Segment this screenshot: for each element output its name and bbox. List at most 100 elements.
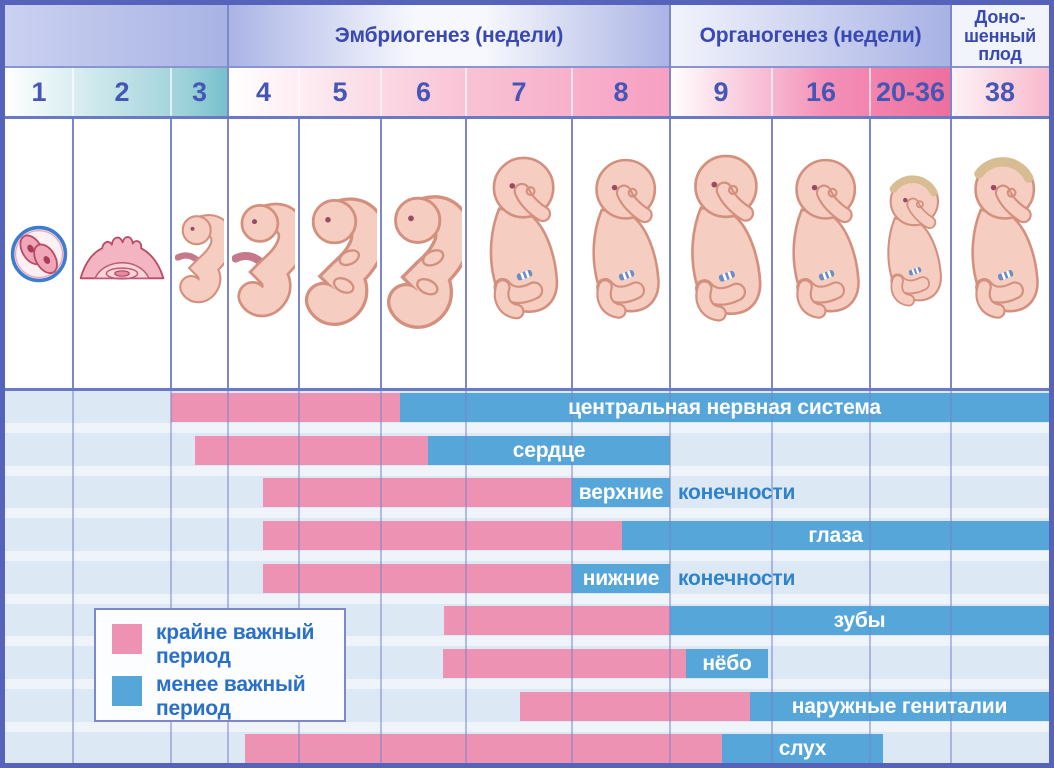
illustration-embryo_early-col-4 <box>229 119 298 388</box>
week-band-38 <box>951 68 1049 116</box>
legend-critical-label: крайне важный период <box>156 621 315 668</box>
less-important-period-bar-2 <box>572 478 670 507</box>
less-important-period-bar-6 <box>686 649 768 678</box>
bar-label-inside-2: верхние <box>578 481 664 504</box>
week-separator-7 <box>571 68 573 116</box>
column-line-pics-10 <box>869 119 871 388</box>
fetus-icon <box>489 156 559 320</box>
week-label-5: 5 <box>332 77 348 107</box>
legend-less-label: менее важный период <box>156 673 306 720</box>
illustration-fetus_hair-col-38 <box>952 119 1048 388</box>
column-line-bars-3 <box>227 391 229 763</box>
bar-label-0: центральная нервная система <box>568 396 881 419</box>
column-line-bars-6 <box>465 391 467 763</box>
legend-box: крайне важный период менее важный период <box>94 608 346 722</box>
row-separator-4 <box>5 594 1049 604</box>
bar-label-inside-4: нижние <box>582 567 660 590</box>
column-line-bars-9 <box>771 391 773 763</box>
week-band-9-36 <box>670 68 951 116</box>
week-label-2: 2 <box>114 77 130 107</box>
bar-label-3: глаза <box>808 524 863 547</box>
column-line-pics-9 <box>771 119 773 388</box>
less-important-period-bar-5 <box>670 606 1049 635</box>
week-separator-1 <box>72 68 74 116</box>
critical-period-bar-5 <box>444 606 670 635</box>
column-line-bars-11 <box>950 391 952 763</box>
column-line-header-8 <box>669 5 671 116</box>
column-line-bars-1 <box>72 391 74 763</box>
column-line-header-3 <box>227 5 229 116</box>
critical-period-bar-8 <box>245 734 722 763</box>
embryo_early-icon <box>232 202 295 317</box>
week-separator-9 <box>771 68 773 116</box>
column-line-header-11 <box>950 5 952 116</box>
divider-under-title <box>5 66 1049 68</box>
less-important-period-bar-7 <box>750 692 1049 721</box>
two_cell_egg-icon <box>10 225 68 282</box>
column-line-pics-11 <box>950 119 952 388</box>
illustration-fetus-col-7 <box>467 119 571 388</box>
week-band-1-3 <box>5 68 228 116</box>
column-line-pics-5 <box>380 119 382 388</box>
week-separator-6 <box>465 68 467 116</box>
blastocyst-icon <box>79 235 165 280</box>
column-line-bars-2 <box>170 391 172 763</box>
fetus-icon <box>592 158 660 319</box>
illustration-two_cell_egg-col-1 <box>6 119 72 388</box>
fetus-icon <box>792 158 860 319</box>
header-empty-cell <box>5 5 228 67</box>
column-line-pics-4 <box>298 119 300 388</box>
critical-period-bar-1 <box>195 436 428 465</box>
row-separator-6 <box>5 679 1049 689</box>
row-separator-5 <box>5 636 1049 646</box>
week-label-1: 1 <box>31 77 47 107</box>
week-label-7: 7 <box>511 77 527 107</box>
column-line-pics-7 <box>571 119 573 388</box>
column-line-bars-5 <box>380 391 382 763</box>
week-label-6: 6 <box>415 77 432 107</box>
week-separator-10 <box>869 68 871 116</box>
less-important-period-bar-4 <box>572 564 670 593</box>
critical-period-bar-2 <box>263 478 572 507</box>
row-separator-2 <box>5 508 1049 518</box>
bar-label-outside-2: конечности <box>678 481 796 504</box>
less-important-period-bar-0 <box>400 393 1049 422</box>
illustration-fetus-col-9 <box>671 119 771 388</box>
week-band-4-8 <box>228 68 670 116</box>
column-line-bars-8 <box>669 391 671 763</box>
bar-label-8: слух <box>778 737 827 760</box>
bar-label-5: зубы <box>833 609 886 632</box>
legend-less-swatch <box>112 676 142 706</box>
week-label-8: 8 <box>613 77 629 107</box>
week-separator-5 <box>380 68 382 116</box>
column-line-bars-10 <box>869 391 871 763</box>
illustration-fetus-col-16 <box>773 119 869 388</box>
week-label-4: 4 <box>255 77 272 107</box>
bar-label-1: сердце <box>512 439 586 462</box>
bar-label-6: нёбо <box>702 652 752 675</box>
row-separator-3 <box>5 551 1049 561</box>
critical-period-bar-7 <box>520 692 750 721</box>
illustration-fetus-col-8 <box>573 119 669 388</box>
illustration-embryo_early-col-3 <box>172 119 227 388</box>
embryo_buds-icon <box>386 194 462 329</box>
divider-under-weeks <box>0 116 1054 119</box>
bar-label-7: наружные гениталии <box>791 695 1008 718</box>
less-important-period-bar-8 <box>722 734 883 763</box>
header-full-term-fetus: Доно- шенный плод <box>951 5 1049 67</box>
column-line-pics-3 <box>227 119 229 388</box>
column-line-bars-4 <box>298 391 300 763</box>
embryo_buds-icon <box>304 197 377 326</box>
row-separator-7 <box>5 722 1049 732</box>
critical-period-bar-3 <box>263 521 622 550</box>
column-line-pics-8 <box>669 119 671 388</box>
critical-period-bar-6 <box>443 649 686 678</box>
week-separator-4 <box>298 68 300 116</box>
week-label-3: 3 <box>191 77 208 107</box>
column-line-pics-1 <box>72 119 74 388</box>
fetus_hair-icon <box>887 175 942 306</box>
row-separator-0 <box>5 423 1049 433</box>
legend-critical-swatch <box>112 624 142 654</box>
fetus_hair-icon <box>971 156 1039 319</box>
